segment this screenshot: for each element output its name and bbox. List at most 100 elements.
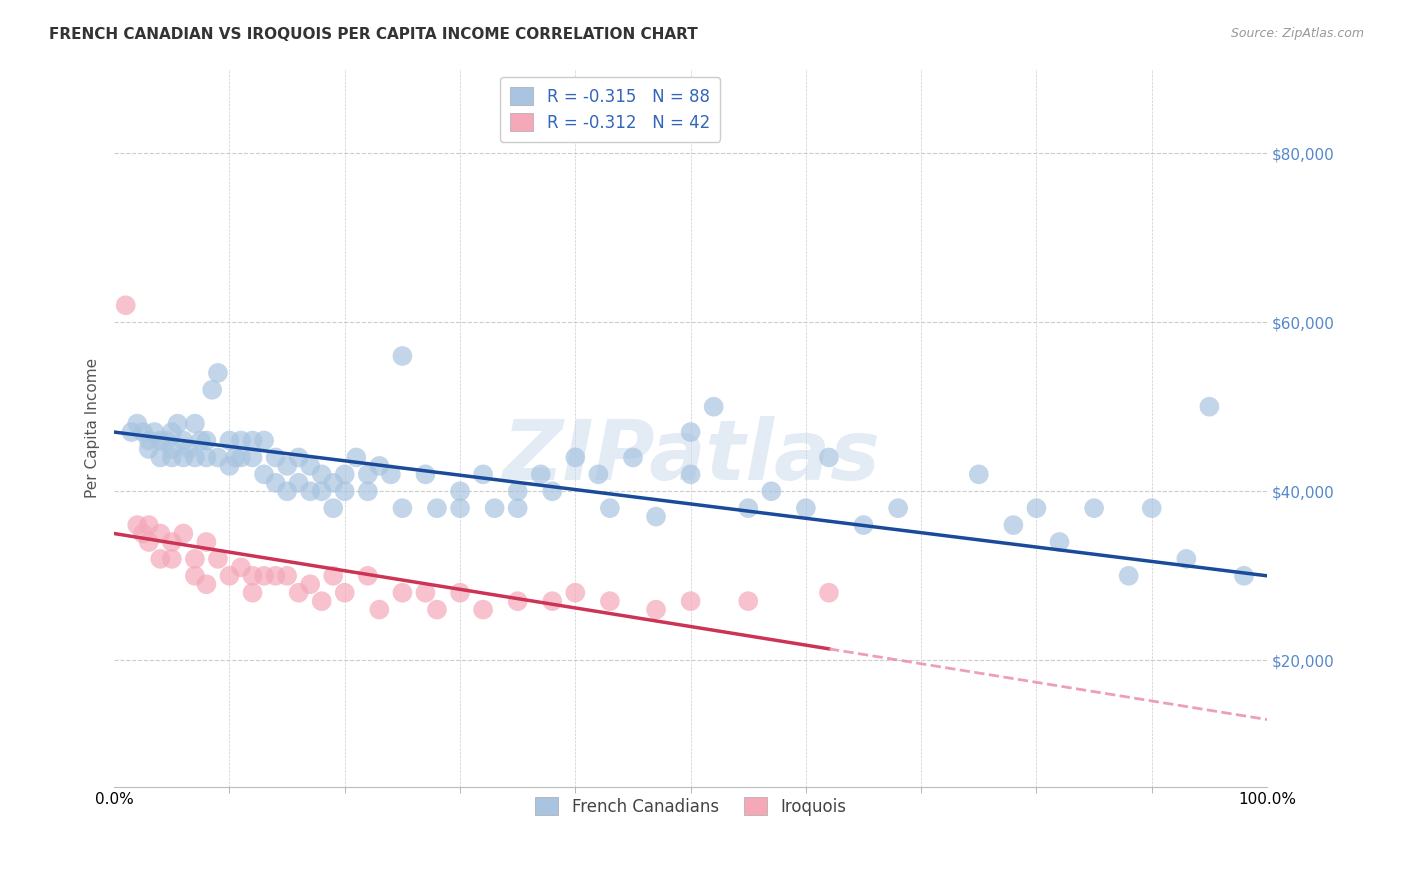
Point: [506, 484, 529, 499]
Point: [322, 569, 344, 583]
Point: [160, 552, 183, 566]
Point: [207, 552, 229, 566]
Point: [287, 475, 309, 490]
Point: [506, 501, 529, 516]
Point: [449, 501, 471, 516]
Point: [179, 442, 201, 456]
Point: [195, 535, 218, 549]
Point: [132, 526, 155, 541]
Point: [472, 602, 495, 616]
Point: [818, 585, 841, 599]
Text: ZIPatlas: ZIPatlas: [502, 416, 880, 497]
Point: [299, 577, 322, 591]
Point: [172, 526, 194, 541]
Point: [761, 484, 783, 499]
Point: [287, 450, 309, 465]
Point: [967, 467, 990, 482]
Point: [679, 467, 702, 482]
Point: [229, 434, 252, 448]
Point: [1002, 518, 1025, 533]
Point: [1233, 569, 1256, 583]
Point: [155, 434, 177, 448]
Point: [172, 450, 194, 465]
Point: [852, 518, 875, 533]
Point: [149, 552, 172, 566]
Point: [166, 417, 188, 431]
Point: [190, 434, 212, 448]
Point: [322, 475, 344, 490]
Point: [229, 560, 252, 574]
Point: [472, 467, 495, 482]
Point: [333, 585, 356, 599]
Point: [195, 450, 218, 465]
Point: [299, 458, 322, 473]
Point: [276, 484, 298, 499]
Point: [184, 552, 207, 566]
Point: [357, 467, 380, 482]
Point: [1118, 569, 1140, 583]
Point: [588, 467, 610, 482]
Point: [149, 450, 172, 465]
Point: [207, 366, 229, 380]
Point: [391, 349, 413, 363]
Point: [311, 594, 333, 608]
Point: [160, 442, 183, 456]
Point: [333, 484, 356, 499]
Point: [201, 383, 224, 397]
Point: [224, 450, 246, 465]
Point: [794, 501, 817, 516]
Point: [1025, 501, 1047, 516]
Point: [564, 450, 586, 465]
Point: [184, 450, 207, 465]
Point: [1175, 552, 1198, 566]
Point: [264, 450, 287, 465]
Point: [368, 458, 391, 473]
Point: [1083, 501, 1105, 516]
Point: [391, 585, 413, 599]
Point: [160, 535, 183, 549]
Legend: French Canadians, Iroquois: French Canadians, Iroquois: [524, 787, 856, 826]
Point: [449, 585, 471, 599]
Point: [195, 577, 218, 591]
Point: [242, 569, 264, 583]
Point: [138, 518, 160, 533]
Point: [530, 467, 553, 482]
Point: [703, 400, 725, 414]
Point: [737, 501, 759, 516]
Point: [645, 509, 668, 524]
Point: [138, 434, 160, 448]
Point: [415, 585, 437, 599]
Point: [242, 585, 264, 599]
Point: [287, 585, 309, 599]
Point: [149, 434, 172, 448]
Point: [138, 535, 160, 549]
Y-axis label: Per Capita Income: Per Capita Income: [86, 358, 100, 498]
Text: Source: ZipAtlas.com: Source: ZipAtlas.com: [1230, 27, 1364, 40]
Point: [160, 450, 183, 465]
Point: [737, 594, 759, 608]
Point: [311, 467, 333, 482]
Point: [264, 475, 287, 490]
Point: [218, 569, 240, 583]
Point: [311, 484, 333, 499]
Point: [253, 569, 276, 583]
Point: [426, 501, 449, 516]
Text: FRENCH CANADIAN VS IROQUOIS PER CAPITA INCOME CORRELATION CHART: FRENCH CANADIAN VS IROQUOIS PER CAPITA I…: [49, 27, 697, 42]
Point: [541, 484, 564, 499]
Point: [333, 467, 356, 482]
Point: [207, 450, 229, 465]
Point: [242, 450, 264, 465]
Point: [415, 467, 437, 482]
Point: [357, 484, 380, 499]
Point: [229, 450, 252, 465]
Point: [264, 569, 287, 583]
Point: [506, 594, 529, 608]
Point: [679, 594, 702, 608]
Point: [184, 569, 207, 583]
Point: [121, 425, 143, 439]
Point: [887, 501, 910, 516]
Point: [253, 467, 276, 482]
Point: [1140, 501, 1163, 516]
Point: [218, 434, 240, 448]
Point: [380, 467, 402, 482]
